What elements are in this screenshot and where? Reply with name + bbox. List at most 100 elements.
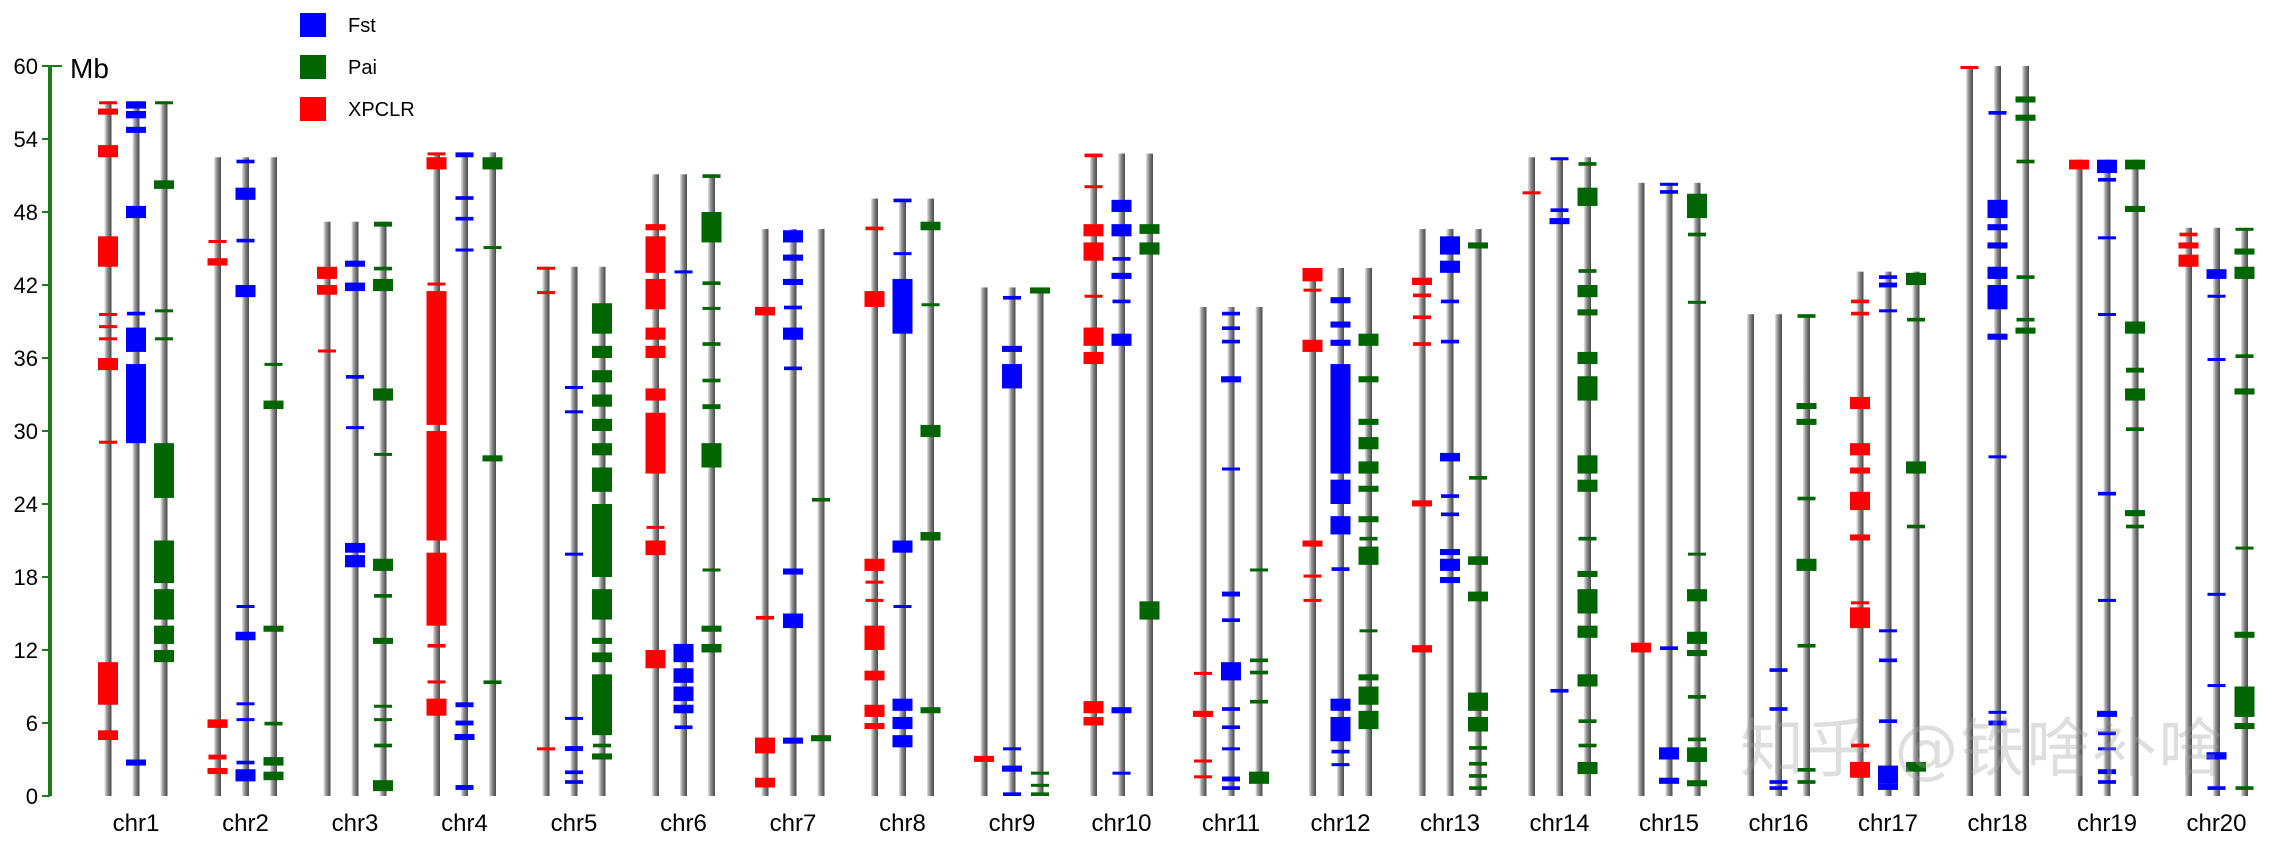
y-tick-label: 6 (26, 711, 38, 736)
chr17-xpclr-segment (1850, 467, 1870, 474)
chr12-pai-segment (1358, 516, 1379, 523)
chr4-xpclr-segment (426, 291, 447, 425)
chr13-pai-segment (1468, 716, 1488, 732)
chr16-pai-segment (1797, 780, 1816, 784)
chr7-fst-segment (783, 230, 803, 243)
chr7-xpclr-segment (756, 615, 774, 620)
chromosome-chr4: chr4 (426, 152, 503, 837)
chr17-fst-segment (1879, 719, 1897, 723)
chr17-pai-segment (1906, 272, 1926, 285)
chr1-fst-segment (126, 126, 146, 133)
chromosome-chr2: chr2 (207, 157, 284, 837)
chr4-fst-segment (455, 702, 474, 708)
chr2-pai-segment (264, 362, 283, 366)
chr14-fst-segment (1550, 208, 1569, 212)
chromosome-chr18: chr18 (1960, 66, 2036, 837)
chr11-pai-segment (1250, 699, 1268, 704)
y-tick-label: 12 (14, 638, 38, 663)
chr13-xpclr-segment (1413, 293, 1431, 298)
chr5-pai-segment (592, 394, 612, 407)
chr17-xpclr-segment (1850, 761, 1870, 778)
chr8-pai-segment (921, 303, 940, 307)
chr12-pai-segment (1358, 376, 1379, 383)
y-tick-label: 0 (26, 784, 38, 809)
chr13-pai-segment (1468, 591, 1488, 602)
chr10-xpclr-segment (1084, 185, 1103, 189)
chromosome-chr10: chr10 (1083, 153, 1160, 837)
chr4-xpclr-segment (427, 680, 446, 684)
chr12-fst-segment (1331, 749, 1350, 754)
chr12-pai-segment (1358, 485, 1379, 492)
chr8-fst-segment (893, 198, 912, 203)
chr5-pai-segment (592, 467, 612, 492)
chr6-fst-segment (673, 704, 694, 714)
chr9-fst-segment (1002, 345, 1022, 352)
chr1-xpclr-segment (98, 145, 118, 158)
chr3-pai-segment (374, 594, 392, 598)
chr4-pai-track (489, 152, 496, 797)
chr13-pai-segment (1469, 761, 1487, 766)
chr15-pai-segment (1687, 631, 1707, 644)
chr5-pai-segment (592, 303, 612, 334)
chr17-xpclr-track (1856, 271, 1864, 796)
chr13-fst-segment (1440, 558, 1460, 571)
chr20-fst-segment (2206, 269, 2227, 279)
chr13-fst-segment (1441, 299, 1459, 304)
chr16-fst-segment (1769, 786, 1788, 790)
chr18-fst-segment (1987, 333, 2008, 340)
y-axis: 0 6 12 18 24 30 36 42 48 54 60 Mb (14, 53, 109, 809)
chr8-pai-segment (920, 424, 941, 438)
chr1-pai-segment (154, 650, 174, 663)
chr11-xpclr-segment (1194, 671, 1212, 675)
chr3-fst-track (351, 221, 359, 796)
chr2-fst-segment (235, 631, 256, 641)
chr14-pai-segment (1577, 187, 1598, 206)
chr13-fst-segment (1441, 339, 1459, 344)
chr12-fst-segment (1330, 297, 1351, 304)
chr5-pai-segment (592, 345, 612, 358)
chr3-fst-segment (345, 260, 365, 267)
chr3-pai-segment (373, 278, 393, 292)
chr11-pai-segment (1250, 658, 1268, 663)
chr9-pai-track (1036, 287, 1044, 796)
chr11-fst-segment (1221, 376, 1241, 383)
chr2-xpclr-segment (207, 719, 228, 728)
chr16-fst-segment (1769, 668, 1788, 672)
chr13-pai-segment (1469, 746, 1487, 750)
chr15-fst-track (1665, 182, 1673, 797)
chromosome-label: chr17 (1858, 810, 1918, 837)
chr8-fst-segment (892, 540, 913, 553)
chromosome-label: chr11 (1202, 810, 1260, 837)
chr12-xpclr-segment (1302, 339, 1323, 352)
chr20-fst-segment (2206, 752, 2227, 760)
chr4-xpclr-segment (426, 431, 447, 541)
chr5-fst-segment (565, 780, 583, 784)
y-tick-label: 54 (14, 127, 38, 152)
chr12-pai-segment (1358, 333, 1379, 346)
chr9-pai-segment (1030, 287, 1050, 294)
chr3-fst-segment (346, 375, 364, 379)
chr10-fst-segment (1112, 257, 1131, 261)
chr1-xpclr-segment (99, 337, 117, 341)
chr20-pai-segment (2234, 248, 2255, 255)
chr3-xpclr-segment (317, 285, 337, 295)
chr3-pai-segment (374, 704, 392, 708)
chr13-fst-segment (1441, 494, 1459, 498)
chr8-fst-track (899, 198, 906, 796)
chr17-fst-segment (1879, 309, 1897, 313)
chr4-xpclr-segment (427, 152, 446, 156)
chromosome-chr15: chr15 (1631, 182, 1707, 837)
chr12-pai-segment (1358, 686, 1379, 705)
chr1-xpclr-segment (98, 358, 118, 371)
chr17-xpclr-segment (1850, 491, 1870, 511)
chr8-xpclr-segment (865, 580, 884, 584)
chr20-fst-segment (2207, 294, 2226, 298)
chr6-pai-segment (702, 404, 721, 410)
chromosome-label: chr16 (1748, 810, 1808, 837)
chr4-fst-segment (455, 720, 474, 726)
chromosome-label: chr20 (2186, 810, 2246, 837)
legend-label-pai: Pai (348, 57, 377, 79)
chr1-xpclr-segment (98, 730, 118, 741)
chr14-pai-segment (1577, 479, 1598, 492)
chr18-fst-segment (1988, 710, 2007, 714)
